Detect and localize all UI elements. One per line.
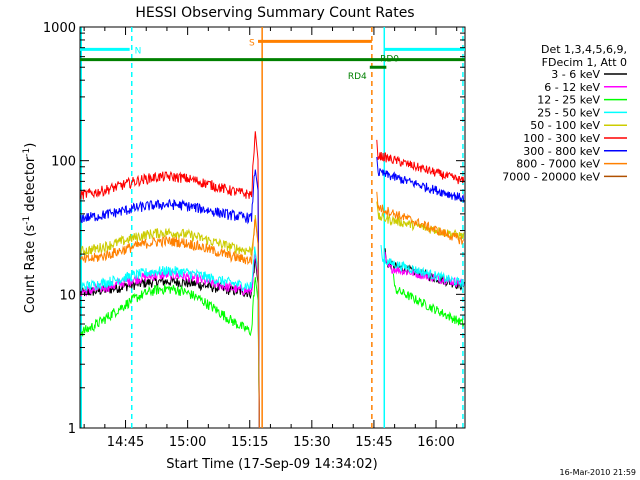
y-tick-label: 100 [51,155,76,170]
series-line-pre-4 [80,214,260,429]
series-line-post-6 [376,156,465,203]
plot-frame [79,26,466,429]
y-axis-label: Count Rate (s-1 detector-1) [22,143,38,314]
y-axis-label-main: Count Rate (s [23,225,38,314]
y-axis-label-mid: detector [23,156,38,216]
x-axis-label: Start Time (17-Sep-09 14:34:02) [166,457,377,472]
flag-label-rd0: RD0 [380,55,399,65]
x-tick-label: 14:45 [107,435,144,450]
series-line-pre-6 [80,169,260,429]
y-axis-label-sup2: -1 [22,148,32,157]
x-tick-label: 15:15 [231,435,268,450]
series-line-post-1 [384,251,465,288]
legend-label-5: 100 - 300 keV [523,132,600,145]
series-line-post-2 [392,273,465,327]
legend-header-line-2: FDecim 1, Att 0 [542,56,627,69]
flag-label-n: N [135,46,142,56]
series-line-pre-7 [80,217,260,429]
flag-label-s: S [249,38,255,48]
legend-label-4: 50 - 100 keV [530,119,600,132]
flag-label-rd4: RD4 [348,72,367,82]
axes: 1 10 100 1000 14:45 15:00 15:15 15:30 15:45 16:00 [43,21,465,450]
x-tick-label: 16:00 [417,435,454,450]
x-tick-label: 15:00 [169,435,206,450]
series-line-post-5 [376,139,465,185]
y-tick-label: 1000 [43,21,76,36]
y-tick-label: 1 [68,422,76,437]
series-line-pre-5 [80,131,260,429]
legend-label-1: 6 - 12 keV [544,81,600,94]
series-line-pre-1 [80,252,260,429]
footer-timestamp: 16-Mar-2010 21:59 [560,468,637,477]
legend-label-0: 3 - 6 keV [551,68,600,81]
legend-label-6: 300 - 800 keV [523,145,600,158]
y-tick-label: 10 [59,288,76,303]
series-line-pre-3 [80,246,260,429]
legend: Det 1,3,4,5,6,9, FDecim 1, Att 0 3 - 6 k… [502,43,627,183]
vertical-markers [80,27,464,428]
series-lines [80,131,465,429]
legend-label-3: 25 - 50 keV [537,106,600,119]
series-line-post-3 [380,244,465,288]
y-axis-label-sup1: -1 [22,216,32,225]
x-tick-label: 15:45 [355,435,392,450]
legend-header-line-1: Det 1,3,4,5,6,9, [541,43,627,56]
chart-title: HESSI Observing Summary Count Rates [135,5,414,21]
series-line-pre-2 [80,277,260,429]
legend-label-7: 800 - 7000 keV [516,158,600,171]
legend-label-2: 12 - 25 keV [537,94,600,107]
series-line-post-7 [376,191,465,245]
y-axis-label-end: ) [23,143,38,148]
legend-label-8: 7000 - 20000 keV [502,170,600,183]
flag-bars: N S RD0 RD4 [80,38,465,82]
x-tick-label: 15:30 [293,435,330,450]
